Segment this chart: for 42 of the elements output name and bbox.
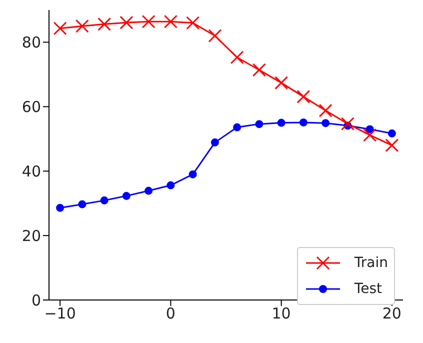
- point: [299, 118, 308, 126]
- point: [100, 196, 108, 204]
- point: [385, 138, 399, 152]
- point: [122, 192, 130, 200]
- point: [166, 181, 175, 190]
- y-tick-label: 20: [22, 226, 41, 245]
- point: [164, 14, 178, 28]
- point: [210, 138, 219, 146]
- x-tick-label: 20: [382, 304, 402, 323]
- point: [78, 200, 86, 208]
- point: [388, 129, 396, 138]
- point: [363, 128, 377, 142]
- legend-label: Test: [354, 281, 382, 297]
- point: [277, 118, 286, 127]
- point: [53, 22, 67, 36]
- point: [142, 14, 156, 28]
- point: [188, 170, 197, 178]
- legend-label: Train: [354, 255, 388, 271]
- point: [322, 119, 330, 128]
- point: [255, 120, 264, 128]
- y-tick-label: 40: [22, 162, 41, 180]
- point: [296, 90, 310, 104]
- point: [98, 17, 112, 31]
- y-tick-label: 60: [22, 98, 41, 116]
- point: [318, 104, 332, 118]
- point: [56, 204, 64, 212]
- point: [208, 29, 222, 43]
- point: [366, 125, 374, 134]
- point: [144, 186, 153, 195]
- point: [274, 76, 288, 90]
- x-tick-label: 0: [166, 304, 176, 323]
- point: [120, 16, 134, 30]
- point: [340, 116, 354, 130]
- point: [233, 123, 242, 132]
- y-tick-label: 80: [22, 34, 41, 52]
- point: [186, 16, 200, 30]
- x-tick-label: −10: [44, 304, 76, 323]
- x-tick-label: 10: [272, 304, 291, 323]
- point: [252, 63, 266, 77]
- y-tick-label: 0: [31, 291, 41, 310]
- point: [230, 50, 244, 64]
- point: [75, 19, 89, 33]
